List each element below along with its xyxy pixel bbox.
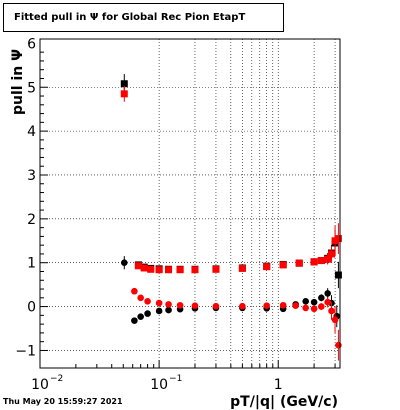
- circle-marker: [310, 305, 318, 313]
- circle-marker: [310, 298, 318, 306]
- x-tick-exponent: −2: [50, 374, 63, 384]
- x-tick-label: 10: [31, 377, 49, 393]
- circle-marker: [137, 313, 144, 320]
- y-tick-label: −1: [15, 343, 36, 359]
- y-tick-label: 0: [27, 300, 36, 316]
- grid-lines: [39, 39, 340, 368]
- footer-timestamp: Thu May 20 15:59:27 2021: [3, 397, 123, 406]
- square-marker: [191, 266, 199, 274]
- square-marker: [238, 264, 246, 272]
- square-marker: [155, 266, 163, 274]
- y-tick-label: 4: [27, 124, 36, 140]
- x-axis-label: pT/|q| (GeV/c): [230, 394, 338, 410]
- circle-marker: [324, 298, 331, 306]
- square-marker: [134, 262, 142, 270]
- circle-marker: [331, 316, 339, 324]
- circle-marker: [155, 299, 163, 307]
- circle-marker: [191, 302, 199, 310]
- square-marker: [324, 255, 332, 263]
- circle-marker: [131, 287, 138, 295]
- circle-marker: [165, 301, 172, 308]
- x-tick-label: 10: [150, 377, 168, 393]
- square-marker: [310, 258, 318, 266]
- y-tick-label: 2: [27, 212, 36, 228]
- square-marker: [120, 90, 128, 98]
- square-marker: [165, 266, 173, 274]
- y-tick-label: 3: [27, 168, 36, 184]
- circle-marker: [302, 298, 309, 305]
- square-marker: [147, 265, 155, 273]
- plot-frame: [39, 38, 341, 369]
- square-marker: [212, 265, 220, 273]
- circle-marker: [335, 341, 342, 349]
- circle-marker: [155, 307, 163, 315]
- circle-marker: [239, 302, 246, 310]
- y-tick-label: 5: [27, 80, 36, 96]
- circle-marker: [212, 302, 220, 310]
- circle-marker: [324, 290, 331, 297]
- circle-marker: [144, 310, 151, 317]
- square-marker: [334, 271, 342, 279]
- square-marker: [317, 257, 325, 265]
- square-marker: [120, 80, 128, 88]
- y-tick-label: 1: [27, 256, 36, 272]
- square-marker: [263, 263, 271, 271]
- circle-marker: [328, 307, 335, 315]
- circle-marker: [137, 294, 144, 302]
- chart-title: Fitted pull in Ψ for Global Rec Pion Eta…: [14, 12, 246, 23]
- square-marker: [328, 250, 336, 258]
- circle-marker: [120, 259, 128, 267]
- square-marker: [140, 264, 148, 272]
- circle-marker: [292, 302, 299, 310]
- circle-marker: [176, 301, 184, 309]
- data-points: [120, 74, 342, 361]
- circle-marker: [279, 301, 287, 309]
- x-tick-exponent: −1: [169, 374, 182, 384]
- square-marker: [295, 259, 303, 267]
- circle-marker: [144, 298, 151, 305]
- y-axis-label: pull in Ψ: [10, 49, 26, 115]
- circle-marker: [318, 294, 325, 302]
- circle-marker: [263, 302, 270, 310]
- circle-marker: [318, 303, 325, 310]
- y-tick-label: 6: [27, 36, 36, 52]
- circle-marker: [131, 317, 138, 324]
- circle-marker: [302, 304, 309, 312]
- square-marker: [334, 235, 342, 243]
- circle-marker: [165, 306, 172, 314]
- title-box: Fitted pull in Ψ for Global Rec Pion Eta…: [3, 3, 284, 32]
- square-marker: [176, 266, 184, 274]
- x-tick-label: 1: [274, 377, 283, 393]
- square-marker: [279, 261, 287, 269]
